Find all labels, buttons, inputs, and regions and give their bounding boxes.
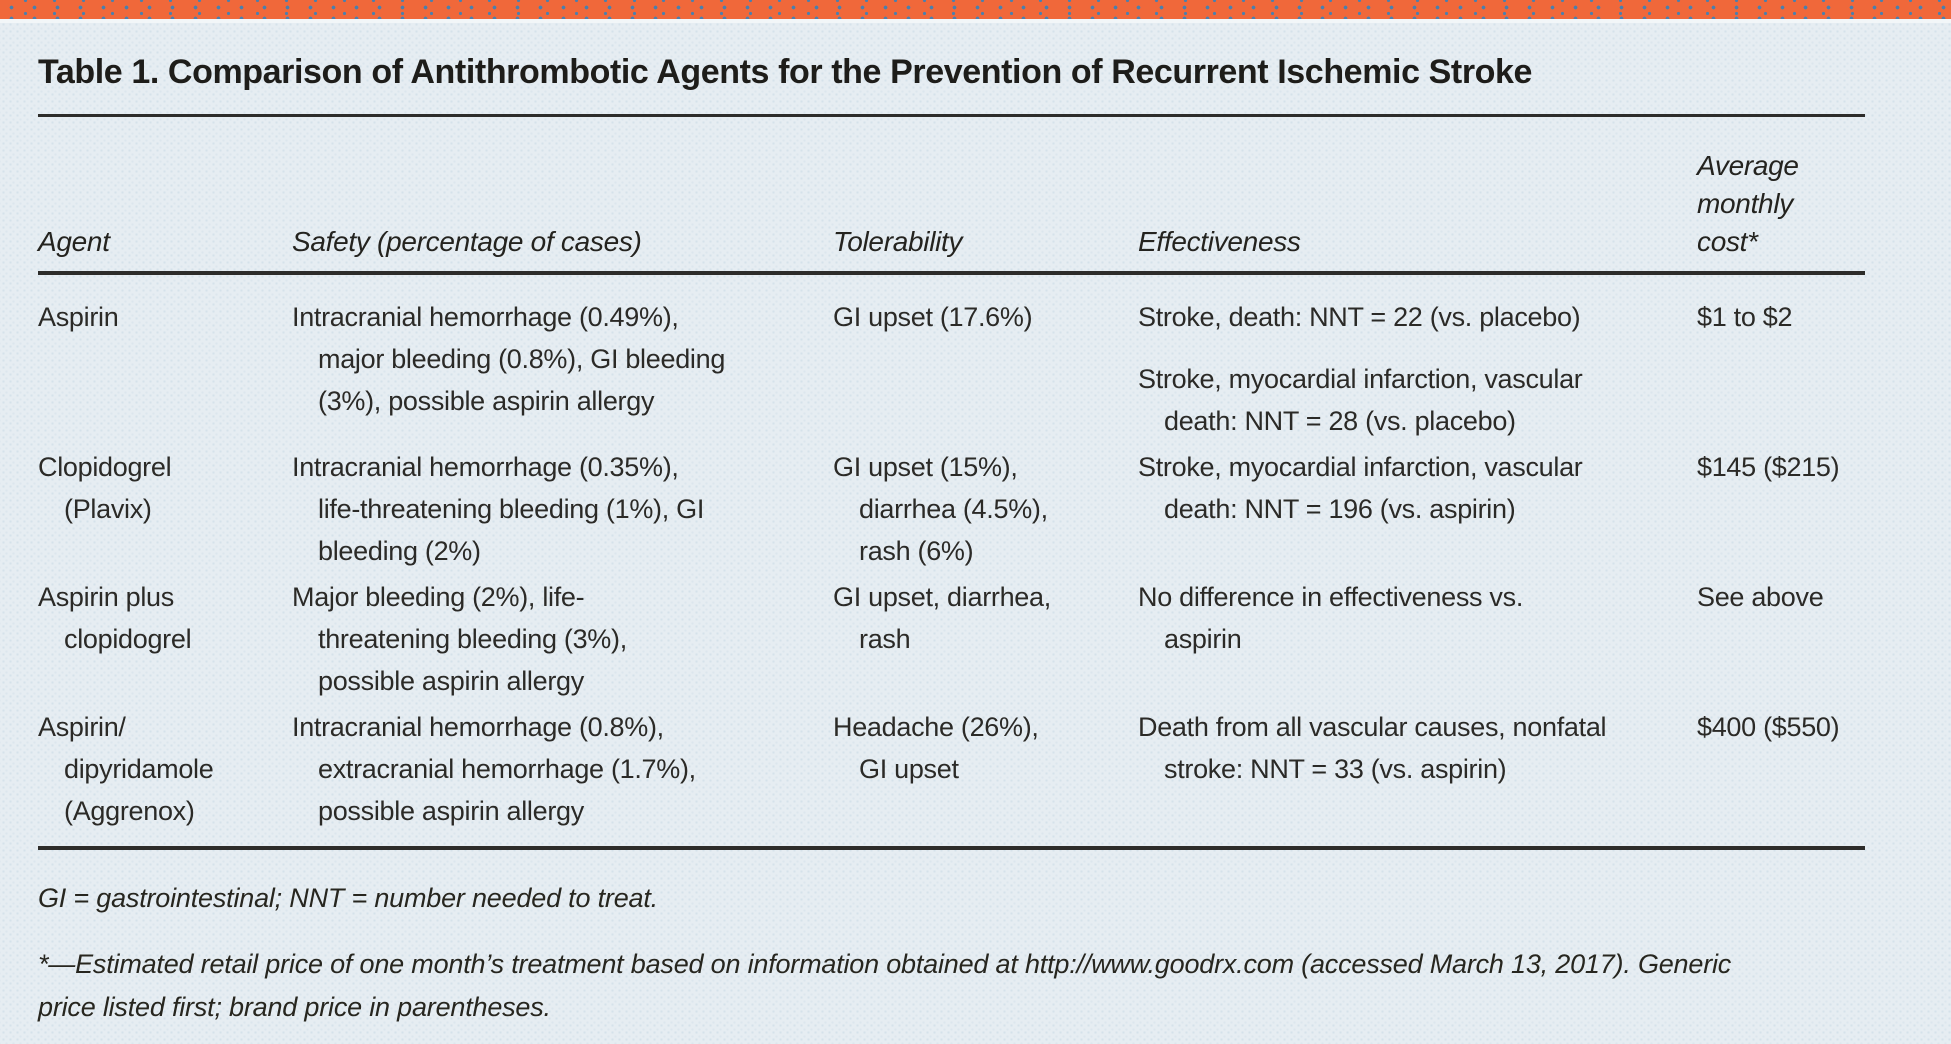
footnote-cost-note: *—Estimated retail price of one month’s …: [38, 949, 1732, 1022]
column-header-row: Agent Safety (percentage of cases) Toler…: [38, 117, 1865, 271]
cell-paragraph: No difference in effectiveness vs. aspir…: [1138, 582, 1524, 654]
cell-tolerability: GI upset (17.6%): [833, 296, 1138, 442]
cell-paragraph: $1 to $2: [1697, 302, 1793, 332]
cell-paragraph: Aspirin/ dipyridamole (Aggrenox): [38, 712, 214, 826]
header-rule: [38, 271, 1865, 275]
cell-effectiveness: Death from all vascular causes, nonfatal…: [1138, 706, 1697, 832]
cell-agent: Aspirin plus clopidogrel: [38, 576, 292, 702]
cell-safety: Intracranial hemorrhage (0.35%), life-th…: [292, 446, 833, 572]
table-title: Table 1. Comparison of Antithrombotic Ag…: [38, 53, 1533, 91]
title-rule: [38, 114, 1865, 117]
cell-cost: $145 ($215): [1697, 446, 1865, 572]
bottom-rule: [38, 846, 1865, 850]
column-header-effectiveness: Effectiveness: [1138, 226, 1301, 257]
cell-paragraph: Aspirin: [38, 302, 119, 332]
cell-tolerability: GI upset (15%), diarrhea (4.5%), rash (6…: [833, 446, 1138, 572]
footnotes: GI = gastrointestinal; NNT = number need…: [38, 877, 1865, 1044]
cell-paragraph: GI upset, diarrhea, rash: [833, 582, 1051, 654]
cell-paragraph: Stroke, death: NNT = 22 (vs. placebo): [1138, 302, 1581, 332]
cell-paragraph: Major bleeding (2%), life- threatening b…: [292, 582, 627, 696]
cell-paragraph: Stroke, myocardial infarction, vascular …: [1138, 364, 1583, 436]
cell-paragraph: Death from all vascular causes, nonfatal…: [1138, 712, 1607, 784]
cell-cost: See above: [1697, 576, 1865, 702]
cell-tolerability: Headache (26%), GI upset: [833, 706, 1138, 832]
column-header-cost: Average monthly cost*: [1697, 150, 1799, 257]
cell-paragraph: Intracranial hemorrhage (0.8%), extracra…: [292, 712, 696, 826]
cell-safety: Major bleeding (2%), life- threatening b…: [292, 576, 833, 702]
table-row: Aspirin/ dipyridamole (Aggrenox) Intracra…: [38, 706, 1865, 832]
cell-paragraph: $400 ($550): [1697, 712, 1840, 742]
cell-paragraph: Aspirin plus clopidogrel: [38, 582, 192, 654]
cell-paragraph: Intracranial hemorrhage (0.35%), life-th…: [292, 452, 705, 566]
column-header-safety: Safety (percentage of cases): [292, 226, 642, 257]
cell-safety: Intracranial hemorrhage (0.8%), extracra…: [292, 706, 833, 832]
cell-cost: $1 to $2: [1697, 296, 1865, 442]
table-row: Aspirin Intracranial hemorrhage (0.49%), …: [38, 296, 1865, 442]
top-bar-gap: [0, 19, 1951, 23]
cell-paragraph: Clopidogrel (Plavix): [38, 452, 172, 524]
cell-paragraph: Headache (26%), GI upset: [833, 712, 1039, 784]
cell-safety: Intracranial hemorrhage (0.49%), major b…: [292, 296, 833, 442]
cell-effectiveness: No difference in effectiveness vs. aspir…: [1138, 576, 1697, 702]
cell-effectiveness: Stroke, myocardial infarction, vascular …: [1138, 446, 1697, 572]
cell-paragraph: GI upset (17.6%): [833, 302, 1033, 332]
table-panel: Table 1. Comparison of Antithrombotic Ag…: [38, 23, 1865, 1044]
cell-paragraph: Stroke, myocardial infarction, vascular …: [1138, 452, 1583, 524]
cell-paragraph: GI upset (15%), diarrhea (4.5%), rash (6…: [833, 452, 1048, 566]
cell-paragraph: See above: [1697, 582, 1824, 612]
top-accent-bar: [0, 0, 1951, 19]
table-row: Clopidogrel (Plavix) Intracranial hemorrh…: [38, 446, 1865, 572]
footnote-abbreviations: GI = gastrointestinal; NNT = number need…: [38, 883, 658, 913]
cell-agent: Aspirin: [38, 296, 292, 442]
cell-paragraph: Intracranial hemorrhage (0.49%), major b…: [292, 302, 726, 416]
cell-paragraph: $145 ($215): [1697, 452, 1840, 482]
column-header-agent: Agent: [38, 226, 110, 257]
column-header-tolerability: Tolerability: [833, 226, 963, 257]
cell-agent: Clopidogrel (Plavix): [38, 446, 292, 572]
cell-tolerability: GI upset, diarrhea, rash: [833, 576, 1138, 702]
table-body: Aspirin Intracranial hemorrhage (0.49%), …: [38, 275, 1865, 832]
cell-agent: Aspirin/ dipyridamole (Aggrenox): [38, 706, 292, 832]
cell-effectiveness: Stroke, death: NNT = 22 (vs. placebo) Str…: [1138, 296, 1697, 442]
table-row: Aspirin plus clopidogrel Major bleeding (…: [38, 576, 1865, 702]
cell-cost: $400 ($550): [1697, 706, 1865, 832]
